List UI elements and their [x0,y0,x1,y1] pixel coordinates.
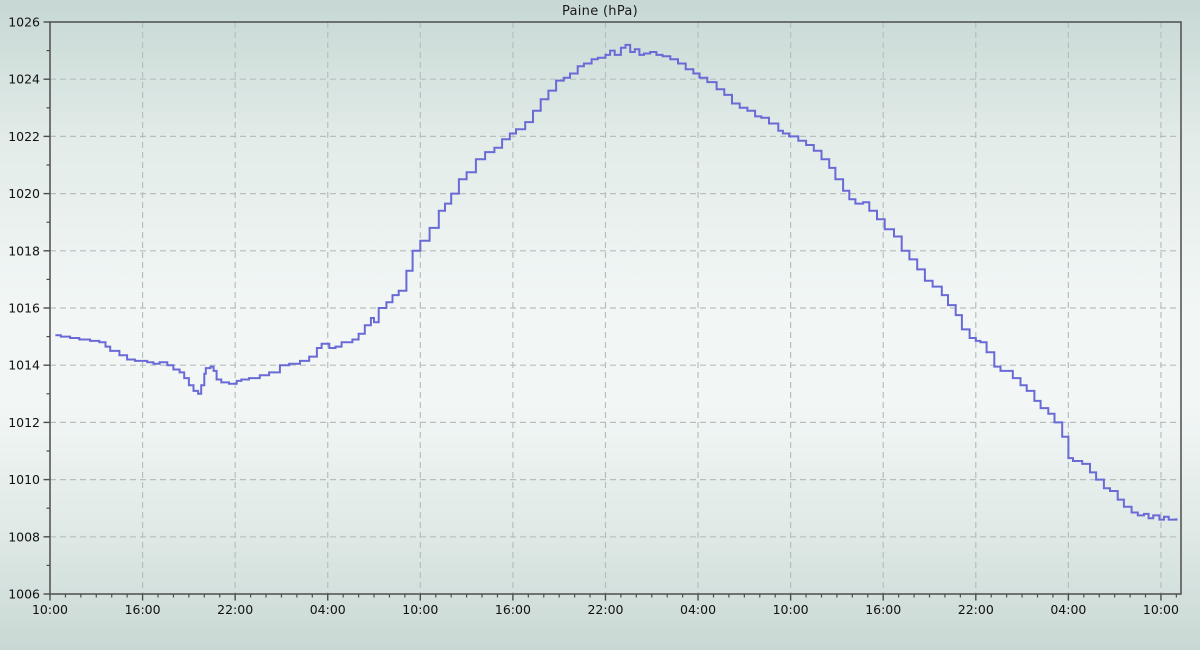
x-axis-tick-label: 22:00 [587,602,623,617]
y-axis-tick-label: 1022 [8,129,40,144]
chart-title: Paine (hPa) [561,4,639,19]
y-axis-tick-label: 1026 [8,15,40,30]
y-axis-tick-label: 1016 [8,301,40,316]
y-axis-tick-label: 1010 [8,472,40,487]
y-axis-tick-label: 1018 [8,243,40,258]
y-axis-tick-label: 1020 [8,186,40,201]
y-axis-tick-label: 1024 [8,72,40,87]
x-axis-tick-label: 16:00 [125,602,161,617]
x-axis-tick-label: 10:00 [32,602,68,617]
x-axis-tick-label: 16:00 [495,602,531,617]
x-axis-tick-label: 04:00 [680,602,716,617]
x-axis-tick-label: 04:00 [310,602,346,617]
x-axis-tick-label: 10:00 [402,602,438,617]
y-axis-tick-label: 1014 [8,358,40,373]
x-axis-tick-label: 10:00 [773,602,809,617]
pressure-curve [55,43,1178,521]
y-axis-tick-label: 1008 [8,529,40,544]
x-axis-tick-label: 04:00 [1050,602,1086,617]
x-axis-tick-label: 22:00 [958,602,994,617]
x-axis-tick-label: 16:00 [865,602,901,617]
y-axis-tick-label: 1006 [8,587,40,602]
y-axis-tick-label: 1012 [8,415,40,430]
x-axis-tick-label: 22:00 [217,602,253,617]
x-axis-tick-label: 10:00 [1143,602,1179,617]
